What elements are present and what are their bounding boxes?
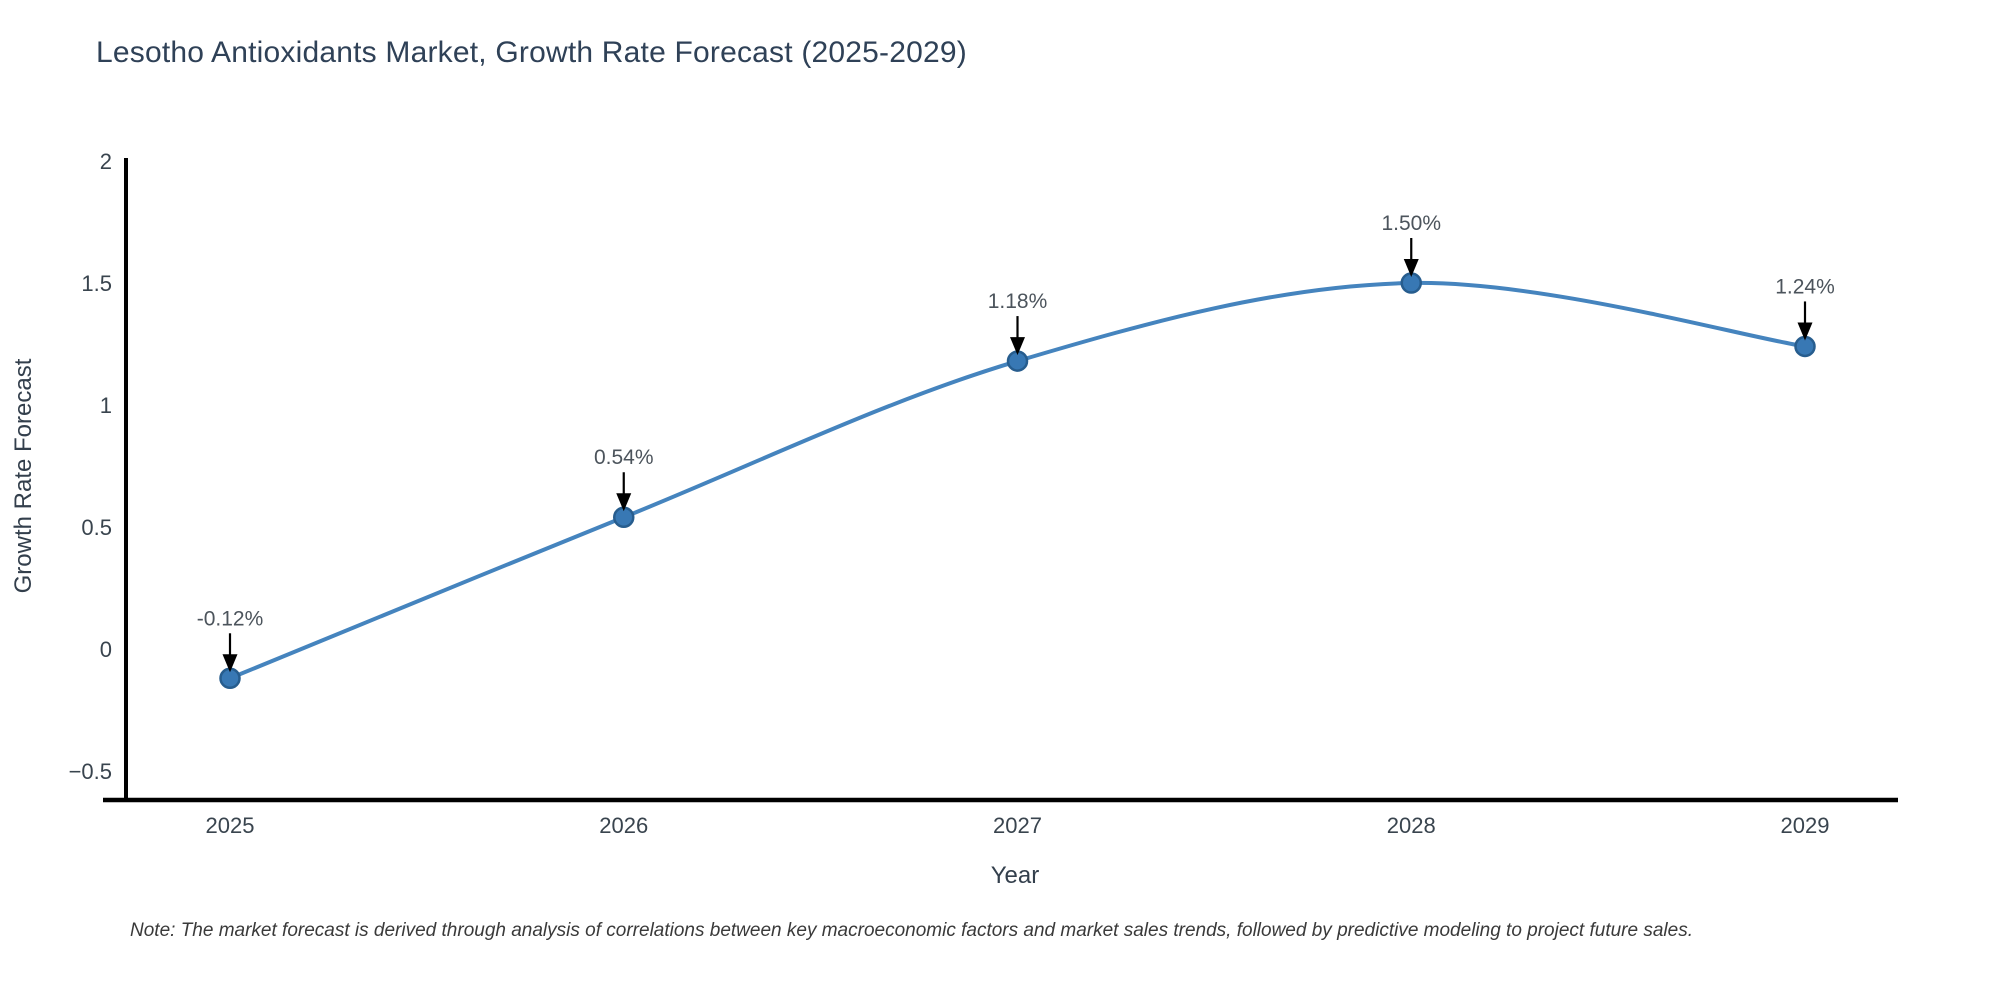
x-tick-label: 2028	[1387, 813, 1436, 838]
x-tick-label: 2026	[599, 813, 648, 838]
x-tick-label: 2027	[993, 813, 1042, 838]
annotation-label-2029: 1.24%	[1775, 275, 1835, 298]
annotation-arrow-head	[1797, 322, 1813, 341]
y-tick-label: 1.5	[81, 271, 112, 296]
y-tick-label: 0	[100, 637, 112, 662]
y-tick-label: −0.5	[69, 759, 112, 784]
y-axis-title: Growth Rate Forecast	[10, 358, 37, 594]
annotation-label-2028: 1.50%	[1381, 212, 1441, 235]
y-tick-label: 0.5	[81, 515, 112, 540]
annotation-label-2027: 1.18%	[988, 290, 1048, 313]
y-tick-label: 2	[100, 149, 112, 174]
annotation-arrow-head	[616, 493, 632, 512]
annotation-label-2026: 0.54%	[594, 446, 654, 469]
x-tick-label: 2025	[206, 813, 255, 838]
x-tick-label: 2029	[1781, 813, 1830, 838]
annotation-arrow-head	[1403, 259, 1419, 277]
chart-footnote: Note: The market forecast is derived thr…	[130, 920, 1693, 941]
chart-title: Lesotho Antioxidants Market, Growth Rate…	[96, 36, 967, 69]
annotation-arrow-head	[222, 654, 238, 673]
annotation-label-2025: -0.12%	[197, 607, 264, 630]
annotation-arrow-head	[1010, 337, 1025, 356]
y-tick-label: 1	[100, 393, 112, 418]
x-axis-title: Year	[990, 862, 1040, 889]
